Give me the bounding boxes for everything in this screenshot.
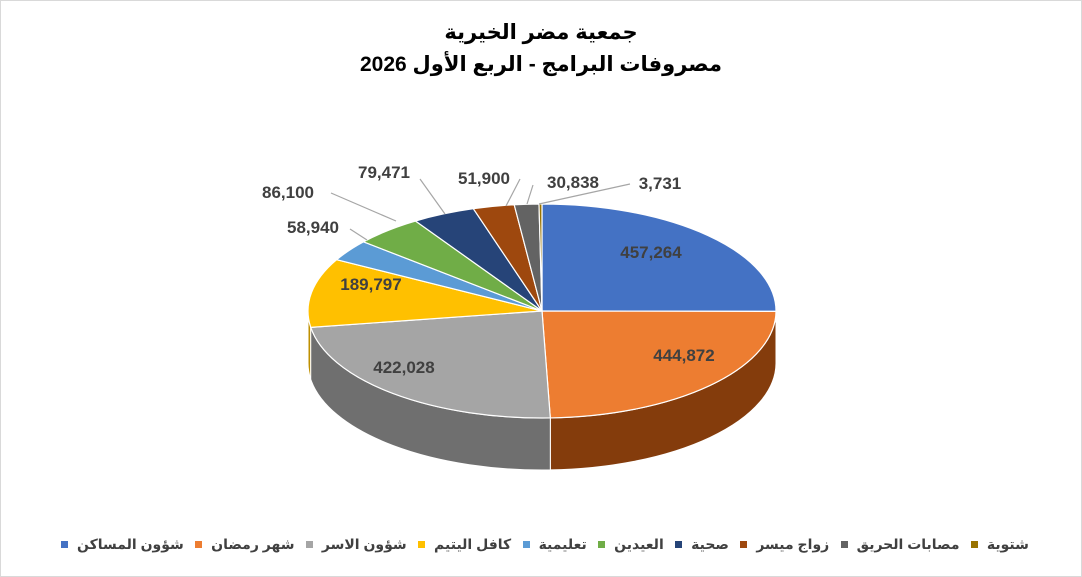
pie-slice-0 [541,203,777,312]
legend-label-3: كافل اليتيم [434,536,512,552]
pie-slice-1 [541,310,777,419]
leader-line-9 [538,183,631,205]
legend-swatch-5 [598,541,606,548]
data-label-0: 457,264 [620,243,682,262]
legend-item-9: شتوية [970,536,1029,553]
legend-label-4: تعليمية [538,536,587,552]
leader-line-7 [505,178,521,207]
legend-label-7: زواج ميسر [756,536,830,552]
legend-label-6: صحية [691,536,729,552]
pie-slice-2 [309,310,551,419]
legend-item-5: العيدين [598,536,664,553]
leader-line-6 [419,178,446,215]
legend-swatch-7 [740,541,748,548]
legend-swatch-4 [522,541,530,548]
leader-line-4 [349,228,368,241]
legend-label-5: العيدين [614,536,664,552]
legend-label-0: شؤون المساكن [77,536,184,552]
data-labels: 457,264 444,872 422,028 189,797 58,940 86,100… [262,163,715,377]
data-label-8: 30,838 [547,173,599,192]
data-label-2: 422,028 [373,358,434,377]
legend-item-6: صحية [675,536,729,553]
legend-item-7: زواج ميسر [740,536,829,553]
pie-slices [307,203,777,419]
legend-label-8: مصابات الحريق [856,536,960,552]
data-label-3: 189,797 [340,275,401,294]
legend-label-9: شتوية [986,536,1029,552]
legend: شؤون المساكن شهر رمضان شؤون الاسر كافل اليت… [61,536,1029,553]
data-label-4: 58,940 [287,218,339,237]
chart-title-block: جمعية مضر الخيرية مصروفات البرامج - الرب… [1,17,1081,81]
legend-item-0: شؤون المساكن [61,536,184,553]
legend-item-4: تعليمية [522,536,587,553]
data-label-7: 51,900 [458,169,510,188]
data-label-9: 3,731 [639,174,682,193]
legend-swatch-8 [840,541,848,548]
chart-subtitle: مصروفات البرامج - الربع الأول 2026 [360,53,722,76]
leader-lines [330,178,631,241]
legend-swatch-1 [195,541,203,548]
data-label-6: 79,471 [358,163,410,182]
legend-item-8: مصابات الحريق [840,536,960,553]
pie-slice-3 [307,259,543,328]
legend-item-2: شؤون الاسر [305,536,407,553]
legend-label-1: شهر رمضان [211,536,295,552]
legend-swatch-2 [305,541,313,548]
data-label-1: 444,872 [653,346,714,365]
legend-swatch-6 [675,541,683,548]
legend-item-1: شهر رمضان [195,536,295,553]
chart-title: جمعية مضر الخيرية [444,21,638,44]
leader-line-8 [526,184,534,205]
legend-label-2: شؤون الاسر [321,536,407,552]
leader-line-5 [330,192,397,222]
legend-swatch-0 [61,541,68,548]
legend-item-3: كافل اليتيم [418,536,511,553]
legend-swatch-9 [970,541,978,548]
legend-swatch-3 [418,541,426,548]
data-label-5: 86,100 [262,183,314,202]
